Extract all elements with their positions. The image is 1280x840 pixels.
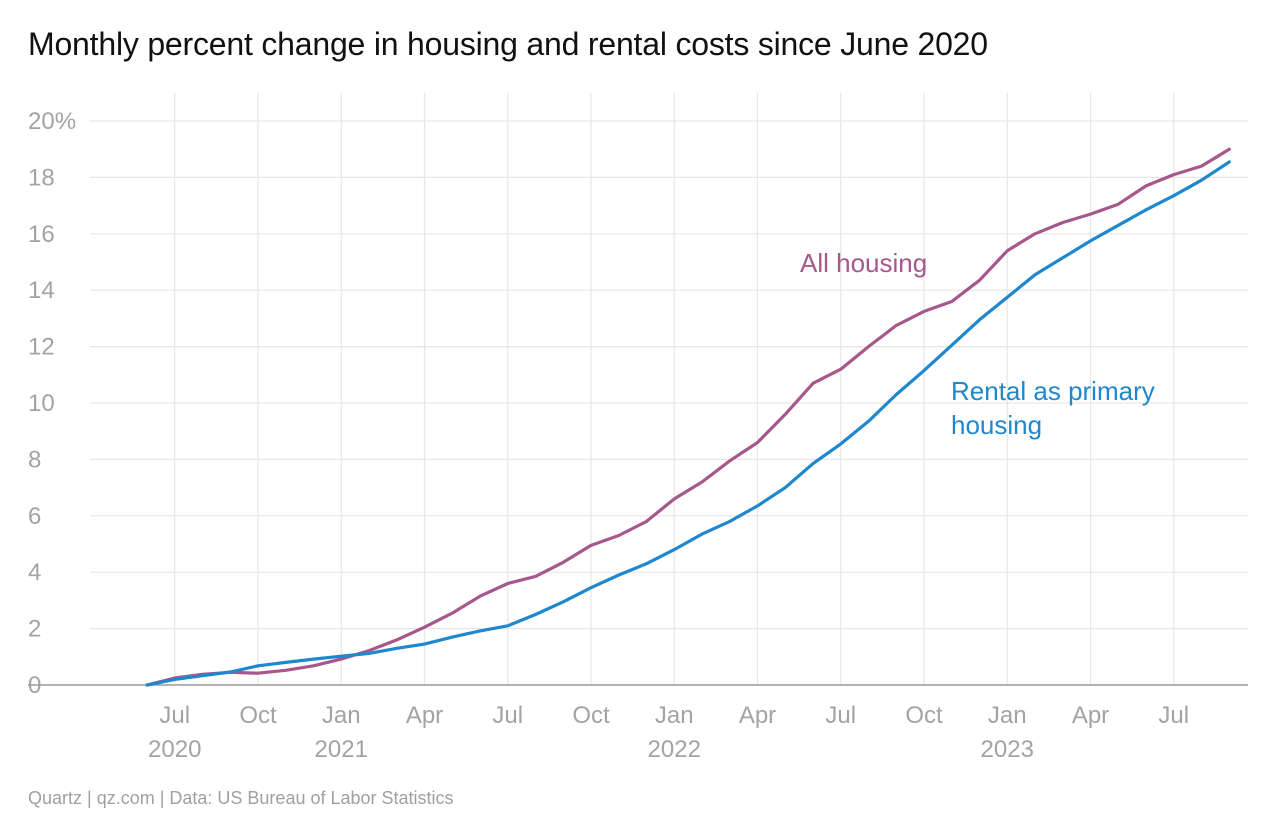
x-tick-label: Oct bbox=[905, 702, 943, 729]
chart-title: Monthly percent change in housing and re… bbox=[28, 26, 988, 62]
series-label-all-housing: All housing bbox=[800, 248, 927, 278]
y-tick-label: 6 bbox=[28, 503, 41, 530]
series-line-all-housing bbox=[145, 147, 1231, 687]
y-tick-label: 12 bbox=[28, 334, 55, 361]
x-tick-label: Jul bbox=[1158, 702, 1189, 729]
y-tick-label: 16 bbox=[28, 221, 55, 248]
x-tick-label: Jul bbox=[825, 702, 856, 729]
x-tick-label: Apr bbox=[739, 702, 776, 729]
x-tick-year-label: 2020 bbox=[148, 736, 201, 763]
series-line-rental bbox=[145, 160, 1231, 687]
gridlines bbox=[90, 93, 1248, 685]
x-tick-label: Jan bbox=[322, 702, 361, 729]
x-axis-tick-labels: Jul 2020 Oct Jan 2021 Apr Jul Oct Jan 2022 Apr Jul O… bbox=[148, 702, 1189, 763]
series-labels: All housing Rental as primary housing bbox=[800, 248, 1155, 440]
x-tick-label: Jan bbox=[655, 702, 694, 729]
x-tick-label: Oct bbox=[572, 702, 610, 729]
y-tick-label: 0 bbox=[28, 672, 41, 699]
x-tick-label: Apr bbox=[1072, 702, 1109, 729]
y-tick-label: 14 bbox=[28, 277, 55, 304]
x-tick-label: Oct bbox=[239, 702, 277, 729]
x-tick-year-label: 2022 bbox=[648, 736, 701, 763]
y-tick-label: 2 bbox=[28, 616, 41, 643]
x-tick-label: Jul bbox=[492, 702, 523, 729]
y-tick-label: 10 bbox=[28, 390, 55, 417]
y-tick-label: 4 bbox=[28, 559, 41, 586]
x-tick-label: Apr bbox=[406, 702, 443, 729]
y-tick-label: 20% bbox=[28, 108, 76, 135]
y-axis-tick-labels: 0 2 4 6 8 10 12 14 16 18 20% bbox=[28, 108, 76, 699]
series-lines bbox=[145, 147, 1231, 687]
y-tick-label: 18 bbox=[28, 164, 55, 191]
source-note: Quartz | qz.com | Data: US Bureau of Lab… bbox=[28, 788, 454, 808]
x-tick-label: Jul bbox=[159, 702, 190, 729]
y-tick-label: 8 bbox=[28, 446, 41, 473]
x-tick-label: Jan bbox=[988, 702, 1027, 729]
x-tick-year-label: 2023 bbox=[981, 736, 1034, 763]
x-tick-year-label: 2021 bbox=[315, 736, 368, 763]
series-label-rental: Rental as primary housing bbox=[951, 376, 1155, 440]
